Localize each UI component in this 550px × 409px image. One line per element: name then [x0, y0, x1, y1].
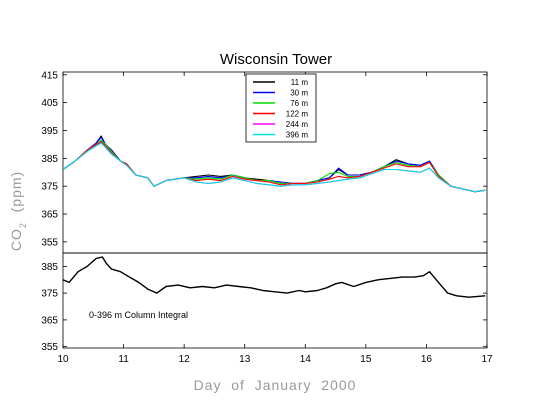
legend-label: 396 m: [286, 131, 309, 140]
y-tick-label: 355: [41, 237, 58, 248]
x-tick-label: 15: [360, 354, 372, 365]
y-tick-label: 375: [41, 289, 58, 300]
x-tick-label: 11: [118, 354, 129, 365]
y-tick-label: 395: [41, 126, 58, 137]
y-tick-label: 415: [41, 70, 58, 81]
y-tick-label: 375: [41, 182, 58, 193]
panel-frame: [62, 252, 488, 349]
series-line-396m: [62, 142, 486, 193]
x-axis-label: Day of January 2000: [194, 377, 357, 393]
legend-label: 11 m: [291, 78, 309, 87]
y-axis-label-main: CO: [8, 228, 24, 251]
legend-label: 122 m: [286, 110, 309, 119]
y-axis-label-unit: (ppm): [8, 171, 24, 222]
column-integral-label: 0-396 m Column Integral: [89, 310, 188, 320]
y-tick-label: 385: [41, 262, 58, 273]
x-tick-label: 13: [239, 354, 251, 365]
x-tick-label: 10: [57, 354, 69, 365]
y-axis-label: CO2 (ppm): [8, 171, 28, 251]
y-tick-label: 365: [41, 210, 58, 221]
y-tick-label: 365: [41, 315, 58, 326]
series-line-122m: [62, 141, 486, 193]
y-axis-label-subscript: 2: [18, 222, 28, 228]
lower-plot-panel: 355 365 375 385 10 11 12 13 14 15 16 17: [41, 252, 493, 365]
x-tick-label: 14: [300, 354, 312, 365]
legend-label: 244 m: [286, 120, 309, 129]
x-tick-label: 17: [481, 354, 493, 365]
y-tick-label: 385: [41, 154, 58, 165]
x-tick-label: 16: [421, 354, 433, 365]
chart-title: Wisconsin Tower: [220, 51, 332, 68]
x-tick-label: 12: [179, 354, 191, 365]
y-tick-label: 405: [41, 98, 58, 109]
legend-label: 30 m: [290, 89, 308, 98]
upper-plot-panel: 355 365 375 385 395 405 415: [41, 70, 488, 254]
series-line-244m: [62, 142, 486, 193]
legend-label: 76 m: [290, 99, 308, 108]
series-line-integral: [62, 256, 486, 298]
y-tick-label: 355: [41, 342, 58, 353]
